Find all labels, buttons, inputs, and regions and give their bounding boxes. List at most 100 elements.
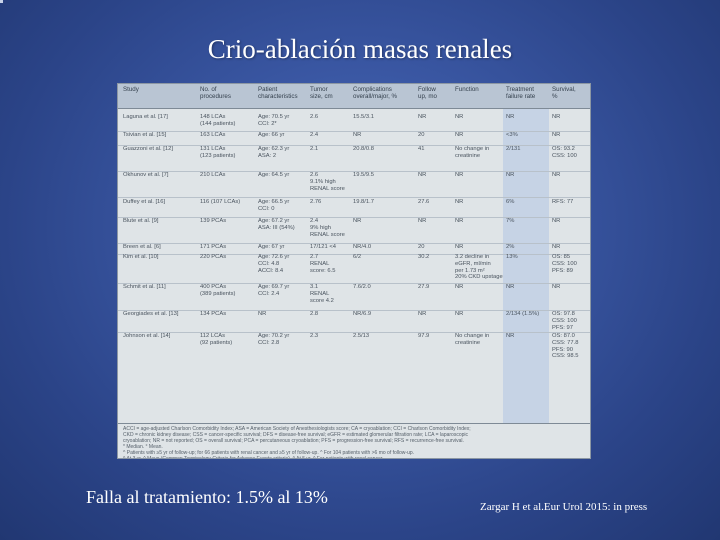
cell-follow-up: 20: [418, 244, 425, 250]
cell-function: NR: [455, 132, 464, 138]
cell-tumor-size: 2.6: [310, 114, 319, 120]
cell-function: NR: [455, 172, 464, 178]
row-divider: [118, 332, 590, 333]
cell-complications: NR: [353, 218, 362, 224]
table-row: Breen et al. [6] 171 PCAs Age: 67 yr 17/121…: [118, 244, 590, 253]
table-row: Laguna et al. [17] 148 LCAs (144 patients…: [118, 114, 590, 130]
cell-complications: 19.8/1.7: [353, 199, 374, 205]
cell-survival: NR: [552, 114, 561, 120]
cell-failure-rate: 2/131: [506, 146, 521, 152]
header-function: Function: [455, 86, 479, 93]
row-divider: [118, 217, 590, 218]
cell-survival: NR: [552, 218, 561, 224]
header-failure-rate: Treatment failure rate: [506, 86, 536, 100]
cell-procedures: 400 PCAs (389 patients): [200, 284, 236, 297]
cell-tumor-size: 2.4: [310, 132, 319, 138]
row-divider: [118, 171, 590, 172]
cell-function: NR: [455, 218, 464, 224]
cell-failure-rate: <3%: [506, 132, 518, 138]
cell-function: NR: [455, 311, 464, 317]
cell-patient: Age: 70.2 yr CCI: 2.8: [258, 333, 290, 346]
cell-patient: Age: 70.5 yr CCI: 2*: [258, 114, 290, 127]
cell-function: NR: [455, 114, 464, 120]
table-row: Guazzoni et al. [12] 131 LCAs (123 patien…: [118, 146, 590, 170]
cell-follow-up: 20: [418, 132, 425, 138]
cell-complications: 19.5/9.5: [353, 172, 374, 178]
cell-complications: 20.8/0.8: [353, 146, 374, 152]
cell-survival: NR: [552, 244, 561, 250]
cell-follow-up: NR: [418, 114, 427, 120]
cell-follow-up: NR: [418, 218, 427, 224]
cell-study: Johnson et al. [14]: [123, 333, 171, 339]
cell-follow-up: NR: [418, 311, 427, 317]
cell-survival: NR: [552, 284, 561, 290]
cell-procedures: 134 PCAs: [200, 311, 227, 317]
header-procedures: No. of procedures: [200, 86, 231, 100]
cell-study: Schmit et al. [11]: [123, 284, 166, 290]
cell-function: No change in creatinine: [455, 333, 490, 346]
table-row: Johnson et al. [14] 112 LCAs (92 patients…: [118, 333, 590, 423]
header-patient: Patient characteristics: [258, 86, 298, 100]
header-survival: Survival, %: [552, 86, 576, 100]
cell-patient: Age: 66.5 yr CCI: 0: [258, 199, 290, 212]
cell-procedures: 210 LCAs: [200, 172, 226, 178]
cell-tumor-size: 2.6 9.1% high RENAL score: [310, 172, 345, 192]
cell-tumor-size: 2.4 9% high RENAL score: [310, 218, 345, 238]
cell-function: NR: [455, 244, 464, 250]
cell-procedures: 163 LCAs: [200, 132, 226, 138]
table-footnotes: ACCI = age-adjusted Charlson Comorbidity…: [118, 423, 590, 458]
cell-failure-rate: 13%: [506, 254, 518, 260]
cell-survival: NR: [552, 132, 561, 138]
cell-study: Georgiades et al. [13]: [123, 311, 179, 317]
cell-function: No change in creatinine: [455, 146, 490, 159]
cell-study: Tsivian et al. [15]: [123, 132, 167, 138]
table-row: Tsivian et al. [15] 163 LCAs Age: 66 yr 2.4…: [118, 132, 590, 144]
cell-complications: NR: [353, 132, 362, 138]
cell-patient: NR: [258, 311, 267, 317]
row-divider: [118, 197, 590, 198]
header-tumor-size: Tumor size, cm: [310, 86, 333, 100]
cell-survival: RFS: 77: [552, 199, 574, 205]
cell-procedures: 131 LCAs (123 patients): [200, 146, 236, 159]
cell-follow-up: 97.9: [418, 333, 430, 339]
cell-survival: OS: 93.2 CSS: 100: [552, 146, 577, 159]
cell-tumor-size: 17/121 <4: [310, 244, 336, 250]
header-follow-up: Follow up, mo: [418, 86, 437, 100]
cell-survival: NR: [552, 172, 561, 178]
cell-patient: Age: 66 yr: [258, 132, 285, 138]
row-divider: [118, 283, 590, 284]
table-header: Study No. of procedures Patient characte…: [118, 84, 590, 109]
cell-tumor-size: 2.7 RENAL score: 6.5: [310, 254, 336, 274]
table-row: Schmit et al. [11] 400 PCAs (389 patients…: [118, 284, 590, 309]
cell-patient: Age: 69.7 yr CCI: 2.4: [258, 284, 290, 297]
cell-tumor-size: 3.1 RENAL score 4.2: [310, 284, 334, 304]
cell-function: NR: [455, 199, 464, 205]
cell-failure-rate: NR: [506, 284, 515, 290]
cell-procedures: 139 PCAs: [200, 218, 227, 224]
cell-failure-rate: 2/134 (1.5%): [506, 311, 540, 317]
cell-procedures: 171 PCAs: [200, 244, 227, 250]
cell-failure-rate: 6%: [506, 199, 515, 205]
cell-follow-up: 27.9: [418, 284, 430, 290]
cell-tumor-size: 2.76: [310, 199, 322, 205]
cell-failure-rate: 2%: [506, 244, 515, 250]
cell-study: Breen et al. [6]: [123, 244, 161, 250]
cell-failure-rate: NR: [506, 172, 515, 178]
table-row: Okhunov et al. [7] 210 LCAs Age: 64.5 yr 2.…: [118, 172, 590, 196]
row-divider: [118, 145, 590, 146]
cell-patient: Age: 72.6 yr CCI: 4.8 ACCI: 8.4: [258, 254, 290, 274]
slide-title: Crio-ablación masas renales: [207, 34, 513, 64]
cell-patient: Age: 67.2 yr ASA: III (54%): [258, 218, 295, 231]
cell-tumor-size: 2.8: [310, 311, 319, 317]
cell-complications: 15.5/3.1: [353, 114, 374, 120]
cell-follow-up: 41: [418, 146, 425, 152]
table-row: Blute et al. [9] 139 PCAs Age: 67.2 yr ASA…: [118, 218, 590, 242]
cell-study: Laguna et al. [17]: [123, 114, 168, 120]
header-study: Study: [123, 86, 139, 93]
cell-patient: Age: 64.5 yr: [258, 172, 290, 178]
cell-follow-up: 27.6: [418, 199, 430, 205]
cell-patient: Age: 67 yr: [258, 244, 285, 250]
cryoablation-table: Study No. of procedures Patient characte…: [117, 83, 591, 459]
cell-patient: Age: 62.3 yr ASA: 2: [258, 146, 290, 159]
cell-study: Blute et al. [9]: [123, 218, 159, 224]
